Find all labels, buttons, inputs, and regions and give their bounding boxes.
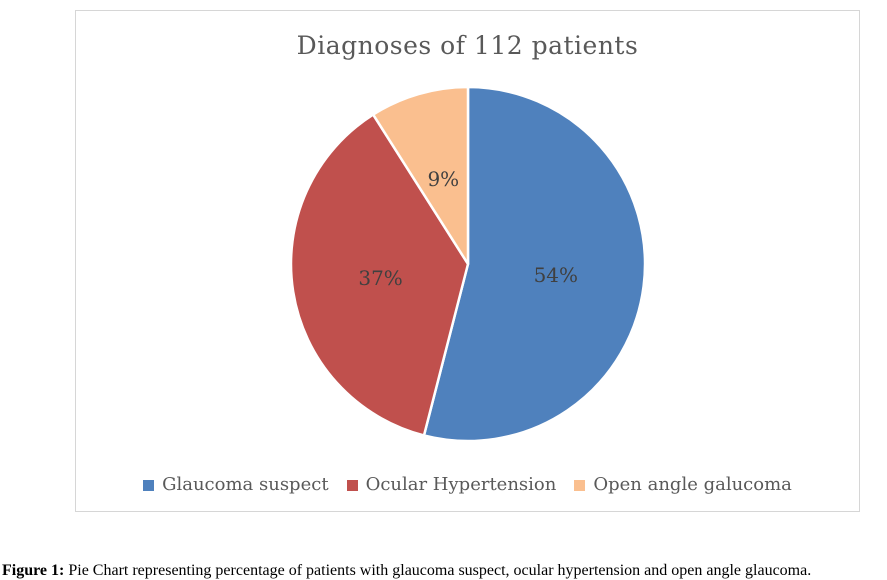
legend-item-glaucoma-suspect: Glaucoma suspect [143, 474, 329, 495]
caption-prefix: Figure 1: [2, 562, 65, 579]
pie-slice-0 [422, 85, 647, 443]
pie-slice-label-2: 9% [427, 167, 459, 191]
figure-caption: Figure 1: Pie Chart representing percent… [2, 562, 882, 580]
pie-slice-2 [371, 85, 470, 266]
legend-swatch-icon [143, 480, 155, 491]
pie-chart: 54% 37% 9% [289, 85, 647, 443]
figure-frame: Diagnoses of 112 patients 54% 37% 9% Glauc… [75, 10, 860, 512]
legend-label: Open angle galucoma [593, 474, 792, 495]
legend-swatch-icon [574, 480, 586, 491]
chart-legend: Glaucoma suspect Ocular Hypertension Ope… [76, 474, 859, 495]
caption-text: Pie Chart representing percentage of pat… [68, 562, 812, 579]
chart-title: Diagnoses of 112 patients [296, 31, 639, 60]
legend-label: Ocular Hypertension [365, 474, 557, 495]
legend-item-open-angle-galucoma: Open angle galucoma [574, 474, 792, 495]
pie-slice-label-1: 37% [358, 266, 402, 290]
pie-slice-label-0: 54% [534, 263, 578, 287]
legend-label: Glaucoma suspect [162, 474, 329, 495]
legend-item-ocular-hypertension: Ocular Hypertension [346, 474, 557, 495]
legend-swatch-icon [346, 480, 358, 491]
